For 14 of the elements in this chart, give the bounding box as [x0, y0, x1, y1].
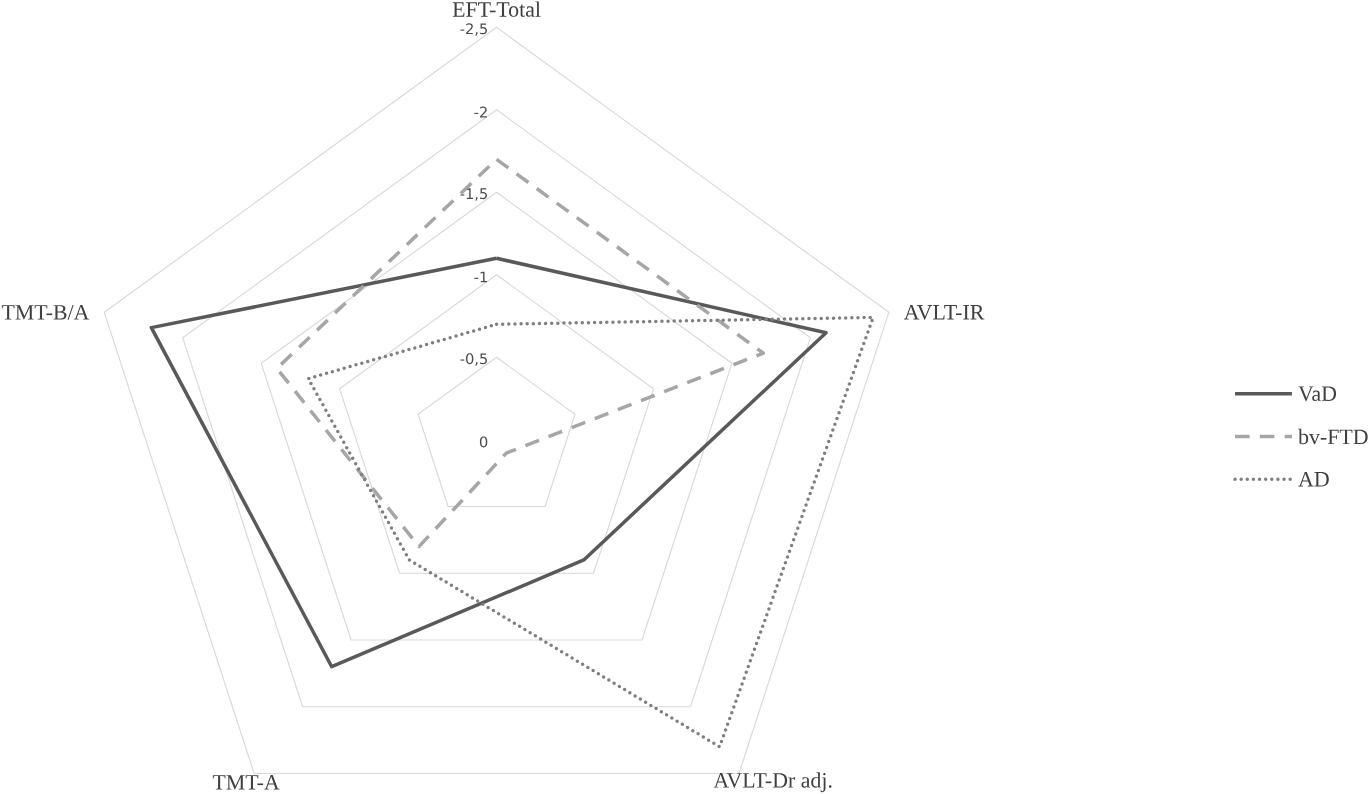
legend-label: bv-FTD	[1298, 429, 1368, 445]
spoke-label: AVLT-IR	[903, 305, 985, 320]
y-tick-label: -2	[474, 106, 487, 118]
y-tick-label: -2,5	[460, 23, 487, 36]
y-tick-label: -1	[474, 271, 487, 283]
spoke-label: TMT-A	[212, 775, 280, 790]
legend-label: AD	[1298, 472, 1329, 487]
spoke-label: EFT-Total	[452, 1, 541, 18]
y-tick-label: 0	[479, 436, 488, 448]
spoke-label: AVLT-Dr adj.	[713, 772, 832, 793]
spoke-label: TMT-B/A	[1, 305, 90, 320]
legend-label: VaD	[1298, 386, 1337, 402]
y-tick-label: -1,5	[460, 188, 487, 201]
y-tick-label: -0,5	[460, 353, 487, 366]
